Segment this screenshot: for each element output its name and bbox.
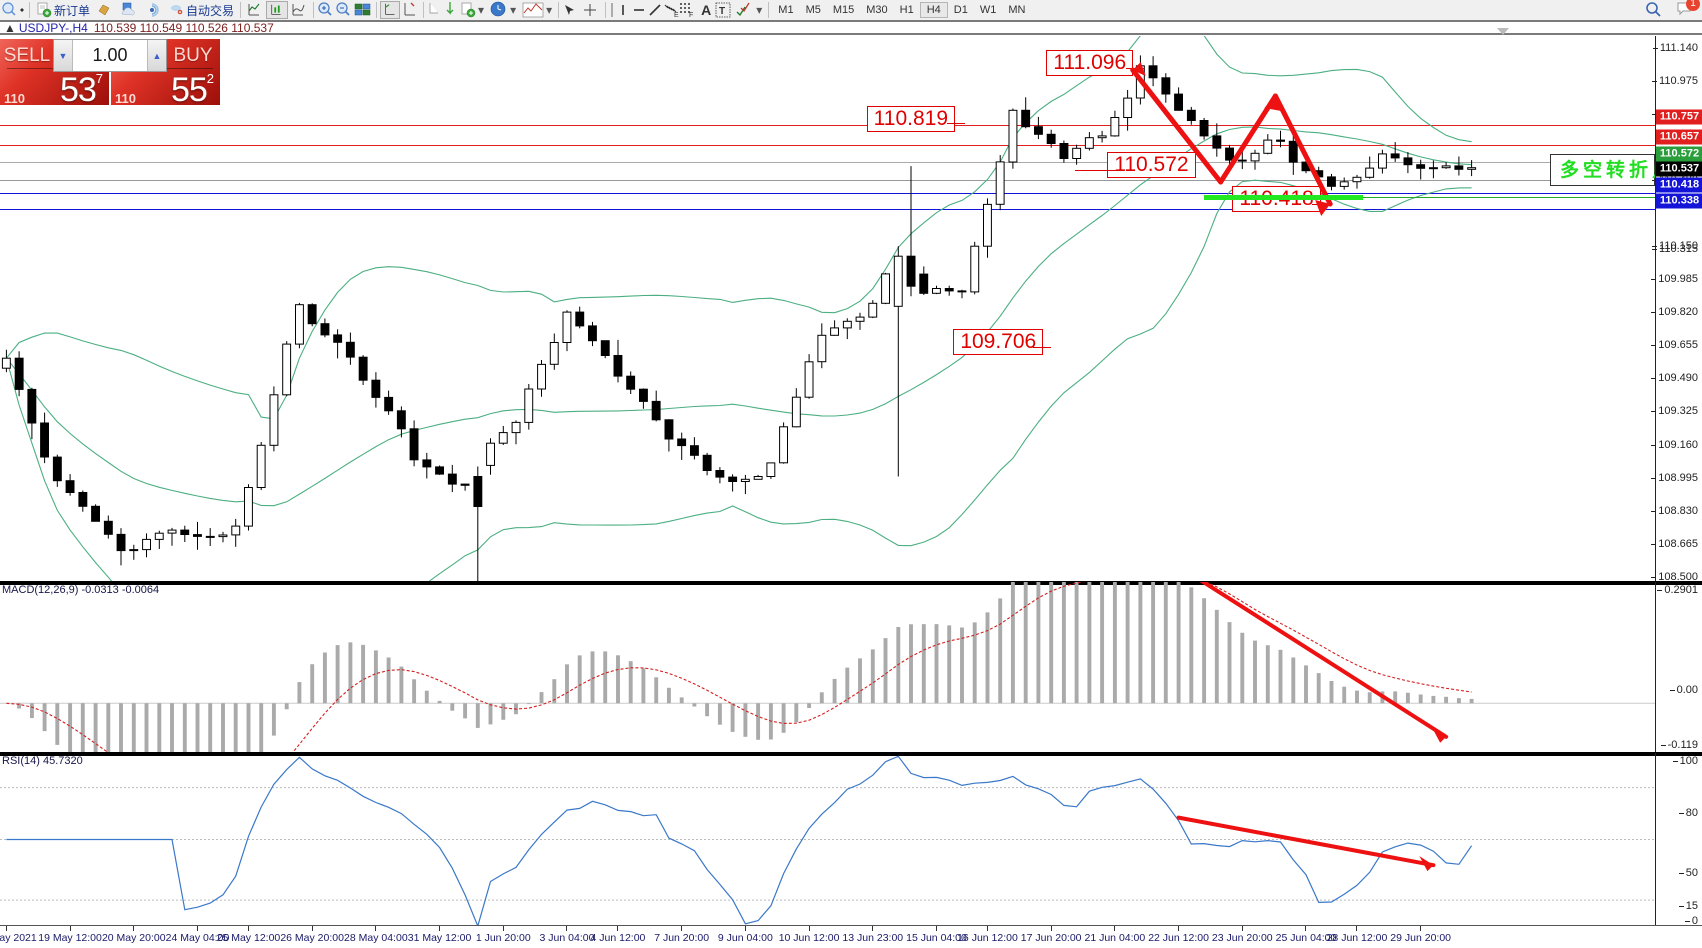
svg-text:F: F — [689, 12, 693, 18]
svg-text:T: T — [719, 6, 725, 17]
